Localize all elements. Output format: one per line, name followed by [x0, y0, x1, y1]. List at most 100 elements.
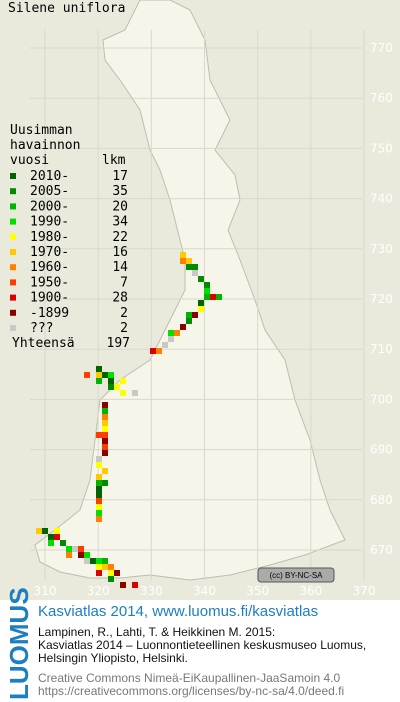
license-badge: (cc) BY-NC-SA	[257, 567, 335, 583]
observation-square	[66, 546, 72, 552]
observation-square	[36, 528, 42, 534]
observation-square	[102, 444, 108, 450]
observation-square	[54, 528, 60, 534]
legend-label: 2005-	[30, 184, 69, 199]
y-tick-label: 750	[370, 141, 393, 155]
observation-square	[102, 438, 108, 444]
x-tick-label: 370	[353, 584, 376, 598]
observation-square	[216, 294, 222, 300]
observation-square	[120, 390, 126, 396]
x-tick-label: 330	[140, 584, 163, 598]
observation-square	[84, 558, 90, 564]
footer-text: Lampinen, R., Lahti, T. & Heikkinen M. 2…	[38, 625, 366, 698]
legend-swatch	[10, 279, 16, 286]
total-label: Yhteensä	[12, 336, 75, 351]
observation-square	[114, 570, 120, 576]
observation-square	[96, 366, 102, 372]
observation-square	[102, 468, 108, 474]
observation-squares	[36, 252, 222, 588]
observation-square	[66, 552, 72, 558]
y-tick-label: 720	[370, 292, 393, 306]
logo: LUOMUS	[4, 587, 34, 700]
total-count: 197	[107, 336, 130, 351]
legend-swatch	[10, 173, 16, 179]
legend-swatch	[10, 294, 16, 301]
observation-square	[102, 558, 108, 564]
legend-swatch	[10, 203, 16, 210]
legend-swatch	[10, 325, 16, 331]
observation-square	[96, 558, 102, 564]
observation-square	[48, 540, 54, 546]
finland-outline	[34, 0, 346, 581]
legend-count: 2	[120, 321, 128, 336]
observation-square	[96, 456, 102, 462]
y-tick-label: 740	[370, 192, 393, 206]
observation-square	[210, 294, 216, 300]
legend-swatch	[10, 309, 16, 316]
observation-square	[60, 540, 66, 546]
observation-square	[102, 372, 108, 378]
license-line: Creative Commons Nimeä-EiKaupallinen-Jaa…	[38, 671, 340, 685]
observation-square	[108, 384, 114, 390]
observation-square	[96, 564, 102, 570]
observation-square	[150, 348, 156, 354]
legend-heading: havainnon	[10, 138, 80, 153]
x-tick-label: 310	[34, 584, 57, 598]
observation-square	[180, 258, 186, 264]
observation-square	[96, 480, 102, 486]
observation-square	[90, 558, 96, 564]
footer-background	[0, 600, 400, 702]
license-line: https://creativecommons.org/licenses/by-…	[38, 684, 344, 698]
badge-text: (cc) BY-NC-SA	[269, 571, 323, 580]
legend-heading: Uusimman	[10, 123, 73, 138]
legend-count: 22	[112, 230, 128, 245]
observation-square	[108, 564, 114, 570]
observation-square	[96, 432, 102, 438]
legend-label: 2010-	[30, 169, 69, 184]
x-tick-label: 350	[246, 584, 269, 598]
legend-count: 2	[120, 306, 128, 321]
observation-square	[108, 378, 114, 384]
observation-square	[114, 384, 120, 390]
observation-square	[180, 252, 186, 258]
legend-swatch	[10, 249, 16, 255]
observation-square	[96, 378, 102, 384]
legend-label: 1960-	[30, 260, 69, 275]
observation-square	[84, 552, 90, 558]
observation-square	[102, 426, 108, 432]
observation-square	[156, 348, 162, 354]
observation-square	[102, 564, 108, 570]
legend-count: 35	[112, 184, 128, 199]
y-tick-label: 710	[370, 342, 393, 356]
observation-square	[204, 294, 210, 300]
observation-square	[48, 534, 54, 540]
observation-square	[204, 288, 210, 294]
observation-square	[204, 282, 210, 288]
species-title: Silene uniflora	[8, 1, 125, 16]
legend-count: 7	[120, 275, 128, 290]
observation-square	[198, 300, 204, 306]
observation-square	[96, 510, 102, 516]
citation-line: Helsingin Yliopisto, Helsinki.	[38, 651, 188, 665]
observation-square	[186, 258, 192, 264]
y-tick-label: 700	[370, 392, 393, 406]
citation-line: Kasviatlas 2014 – Luonnontieteellinen ke…	[38, 638, 366, 652]
legend-count: 20	[112, 199, 128, 214]
observation-square	[96, 492, 102, 498]
observation-square	[102, 408, 108, 414]
legend-count: 14	[112, 260, 128, 275]
x-tick-label: 320	[87, 584, 110, 598]
map-grid	[30, 30, 365, 580]
observation-square	[192, 264, 198, 270]
y-tick-label: 730	[370, 242, 393, 256]
observation-square	[132, 390, 138, 396]
legend-label: 1970-	[30, 245, 69, 260]
observation-square	[54, 534, 60, 540]
observation-square	[42, 528, 48, 534]
observation-square	[132, 582, 138, 588]
x-tick-label: 340	[193, 584, 216, 598]
observation-square	[96, 516, 102, 522]
observation-square	[78, 552, 84, 558]
